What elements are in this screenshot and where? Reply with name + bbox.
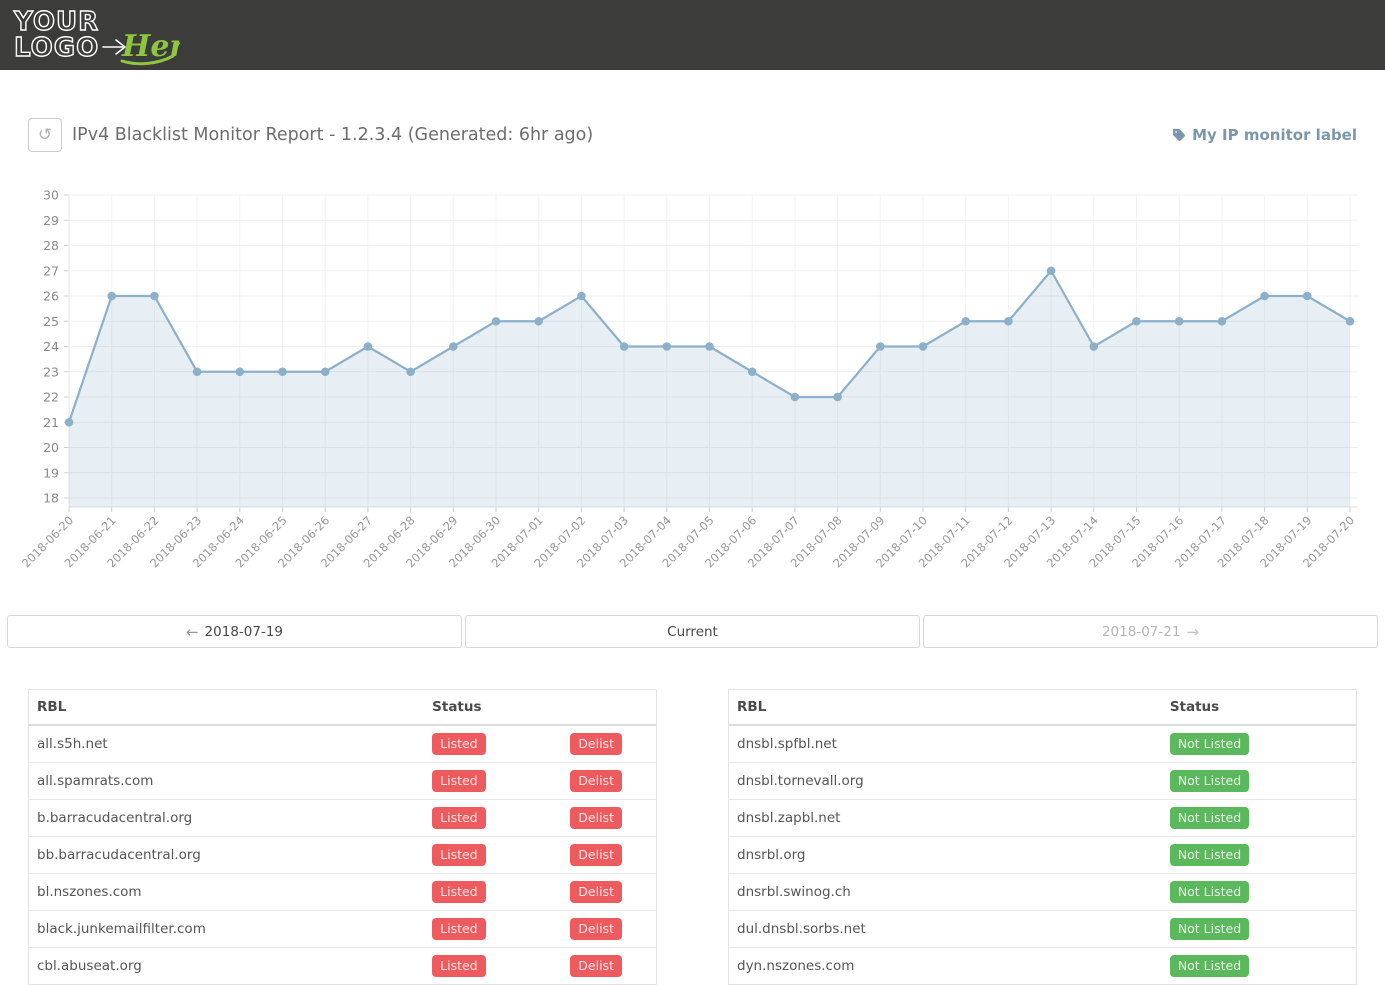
table-row: all.spamrats.com Listed Delist [28,762,657,800]
arrow-right-icon: → [1186,622,1200,641]
table-row: dnsbl.tornevall.org Not Listed [728,762,1357,800]
delist-button[interactable]: Delist [570,807,622,829]
rbl-name: bb.barracudacentral.org [28,836,425,874]
status-badge: Listed [432,733,486,755]
status-badge: Not Listed [1169,881,1250,903]
status-badge: Not Listed [1169,807,1250,829]
page-title: IPv4 Blacklist Monitor Report - 1.2.3.4 … [72,125,594,145]
status-badge: Not Listed [1169,844,1250,866]
logo-line1: YOUR [13,7,99,37]
rbl-name: black.junkemailfilter.com [28,910,425,948]
delist-button[interactable]: Delist [570,844,622,866]
status-badge: Not Listed [1169,733,1250,755]
delist-button[interactable]: Delist [570,955,622,977]
pager-next-label: 2018-07-21 [1101,623,1181,640]
delist-button[interactable]: Delist [570,918,622,940]
arrow-left-icon: ← [185,622,199,641]
app-header: YOUR LOGO Here [0,0,1385,70]
svg-text:23: 23 [43,364,59,379]
svg-text:18: 18 [43,491,59,506]
table-row: all.s5h.net Listed Delist [29,725,657,763]
table-row: black.junkemailfilter.com Listed Delist [28,910,657,948]
listed-table: RBL Status all.s5h.net Listed Delist all.sp… [28,689,657,985]
status-badge: Not Listed [1169,770,1250,792]
date-pager: ← 2018-07-19 Current 2018-07-21 → [7,615,1378,648]
delist-button[interactable]: Delist [570,881,622,903]
delist-button[interactable]: Delist [570,733,622,755]
pager-current[interactable]: Current [465,615,920,648]
svg-text:25: 25 [43,314,59,329]
rbl-name: bl.nszones.com [28,873,425,911]
rbl-name: dnsrbl.swinog.ch [728,873,1162,911]
status-badge: Listed [432,844,486,866]
column-header-status: Status [1161,689,1357,726]
column-header-action [562,689,657,726]
title-row: ↺ IPv4 Blacklist Monitor Report - 1.2.3.… [28,118,1357,152]
table-row: bb.barracudacentral.org Listed Delist [28,836,657,874]
table-row: dnsrbl.swinog.ch Not Listed [728,873,1357,911]
refresh-button[interactable]: ↺ [28,118,62,152]
pager-prev-label: 2018-07-19 [204,623,284,640]
chart-canvas: 181920212223242526272829302018-06-202018… [20,188,1358,570]
status-badge: Listed [432,770,486,792]
table-row: dnsbl.zapbl.net Not Listed [728,799,1357,837]
table-row: cbl.abuseat.org Listed Delist [28,947,657,985]
svg-text:19: 19 [43,465,59,480]
rbl-name: dnsrbl.org [728,836,1162,874]
svg-text:30: 30 [43,188,59,203]
svg-text:26: 26 [43,289,59,304]
rbl-name: dyn.nszones.com [728,947,1162,985]
svg-text:29: 29 [43,213,59,228]
table-row: dnsbl.spfbl.net Not Listed [729,725,1357,763]
table-row: dul.dnsbl.sorbs.net Not Listed [728,910,1357,948]
monitor-label-text: My IP monitor label [1192,126,1357,144]
column-header-rbl: RBL [728,689,1162,726]
table-row: dyn.nszones.com Not Listed [728,947,1357,985]
logo: YOUR LOGO Here [12,6,180,66]
svg-text:28: 28 [43,238,59,253]
rbl-name: all.spamrats.com [28,762,425,800]
pager-prev-day[interactable]: ← 2018-07-19 [7,615,462,648]
status-badge: Listed [432,918,486,940]
rbl-name: dnsbl.tornevall.org [728,762,1162,800]
blacklist-trend-chart: 18 19 20 21 22 23 24 25 26 27 28 29 30 2018-06-20 2018… [20,185,1365,605]
column-header-rbl: RBL [28,689,425,726]
status-badge: Listed [432,807,486,829]
pager-next-day[interactable]: 2018-07-21 → [923,615,1378,648]
table-row: dnsrbl.org Not Listed [728,836,1357,874]
rbl-name: b.barracudacentral.org [28,799,425,837]
svg-text:21: 21 [43,415,59,430]
monitor-label[interactable]: My IP monitor label [1173,126,1357,144]
table-row: b.barracudacentral.org Listed Delist [28,799,657,837]
status-badge: Listed [432,881,486,903]
status-badge: Not Listed [1169,918,1250,940]
tag-icon [1173,128,1186,141]
rbl-name: dul.dnsbl.sorbs.net [728,910,1162,948]
svg-text:22: 22 [43,390,59,405]
svg-text:20: 20 [43,440,59,455]
status-badge: Listed [432,955,486,977]
rbl-name: dnsbl.zapbl.net [728,799,1162,837]
delist-button[interactable]: Delist [570,770,622,792]
rbl-name: dnsbl.spfbl.net [737,736,837,752]
svg-text:27: 27 [43,263,59,278]
status-badge: Not Listed [1169,955,1250,977]
rbl-tables: RBL Status all.s5h.net Listed Delist all.sp… [28,689,1357,985]
table-row: bl.nszones.com Listed Delist [28,873,657,911]
not-listed-table: RBL Status dnsbl.spfbl.net Not Listed dnsb… [728,689,1357,985]
column-header-status: Status [424,689,563,726]
rbl-name: all.s5h.net [37,736,108,752]
rbl-name: cbl.abuseat.org [28,947,425,985]
logo-line2: LOGO [14,33,99,63]
pager-current-label: Current [667,623,718,640]
svg-text:24: 24 [43,339,59,354]
logo-accent: Here [121,29,180,64]
